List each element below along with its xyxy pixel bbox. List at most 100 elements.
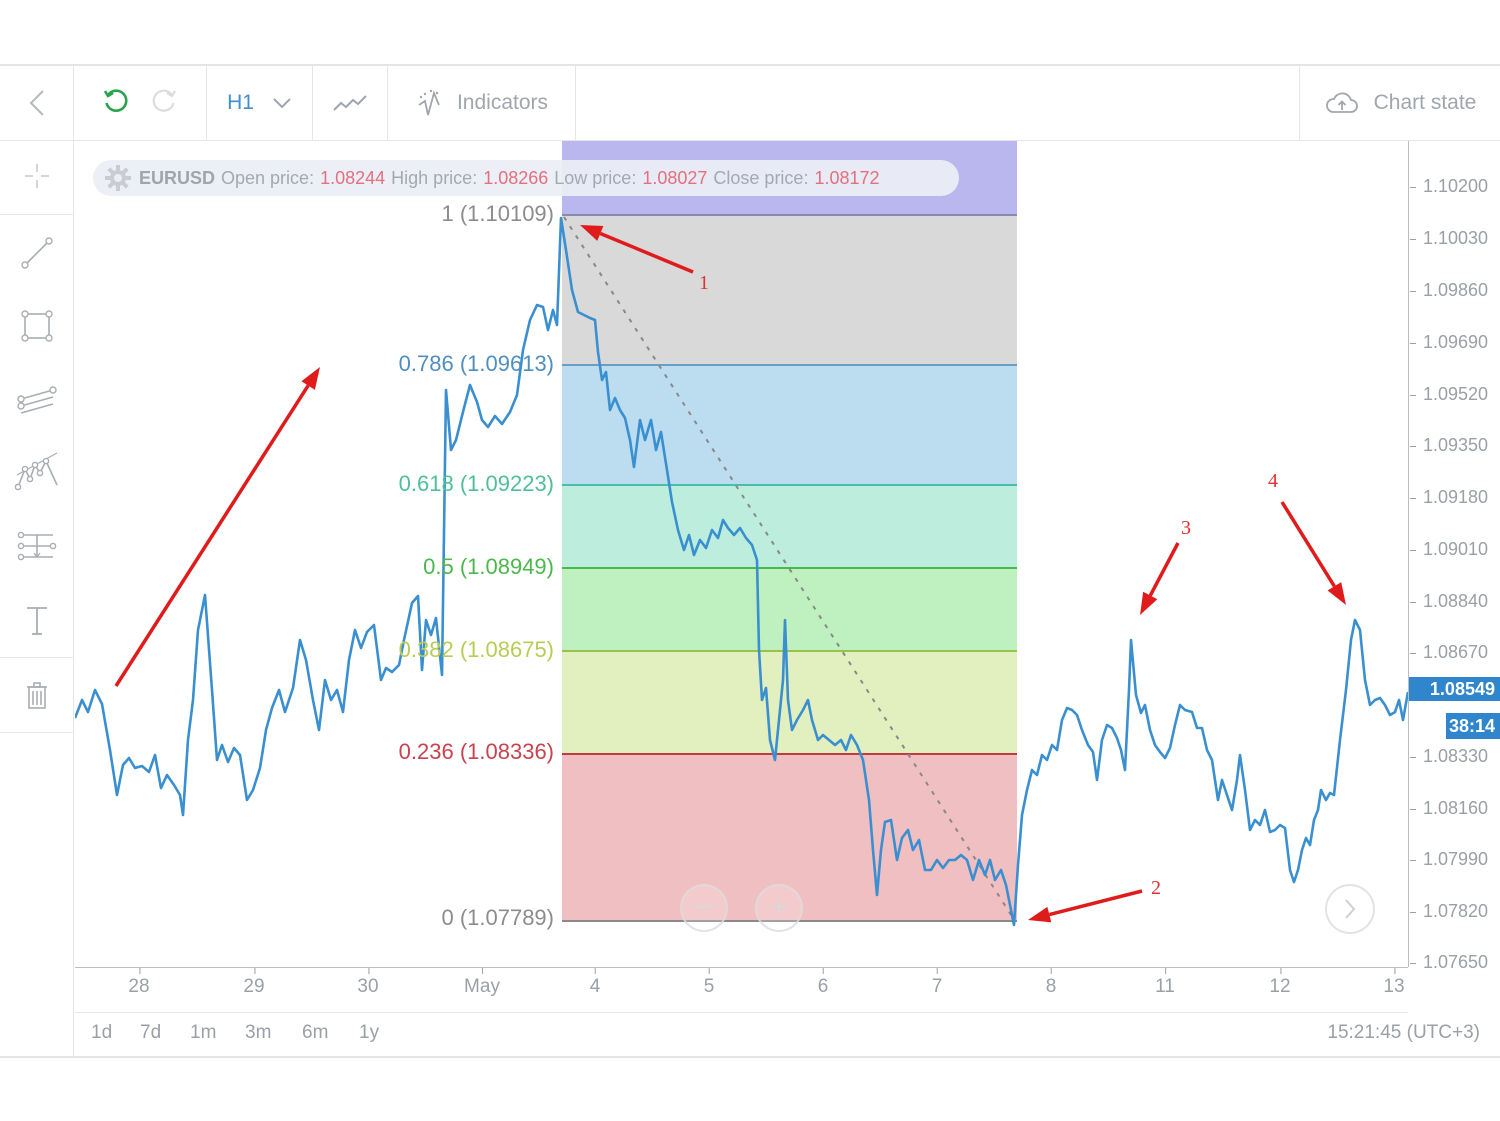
price-tick: 1.08160 xyxy=(1409,798,1489,818)
price-tick: 1.08330 xyxy=(1409,746,1489,766)
gear-icon[interactable] xyxy=(103,163,133,193)
parallel-channel-tool[interactable] xyxy=(0,369,73,429)
time-tick: 28 xyxy=(128,968,150,997)
indicators-icon xyxy=(418,89,440,116)
price-tick: 1.09520 xyxy=(1409,384,1489,404)
text-tool[interactable] xyxy=(0,591,73,651)
timeframe-select[interactable]: H1 xyxy=(207,66,313,140)
annotation-label-1: 1 xyxy=(699,272,709,294)
fib-zone xyxy=(562,365,1017,485)
price-tick: 1.09180 xyxy=(1409,487,1489,507)
price-chart-canvas[interactable] xyxy=(75,141,1408,967)
time-tick: 12 xyxy=(1269,968,1291,997)
top-toolbar: H1 Indicators Chart state xyxy=(0,66,1500,141)
range-button-1d[interactable]: 1d xyxy=(91,1022,113,1043)
crosshair-tool[interactable] xyxy=(0,146,73,206)
annotation-arrow-2-icon xyxy=(1028,889,1143,923)
price-axis[interactable]: 1.10200 1.10030 1.09860 1.09690 1.09520 1.093… xyxy=(1408,141,1500,972)
ohlc-info-bar: EURUSD Open price: 1.08244 High price: 1.0… xyxy=(93,160,959,196)
indicators-button[interactable]: Indicators xyxy=(388,66,576,140)
price-line[interactable] xyxy=(75,216,1408,927)
undo-button[interactable] xyxy=(101,86,131,121)
time-tick: May xyxy=(464,968,500,997)
parallel-channel-icon xyxy=(16,386,57,414)
plus-icon: + xyxy=(770,891,788,924)
chart-state-label: Chart state xyxy=(1373,91,1477,114)
time-axis[interactable]: 28 29 30 May 4 5 6 7 8 11 12 13 xyxy=(75,967,1408,1013)
time-tick: 4 xyxy=(589,968,601,997)
current-price-tag: 1.08549 xyxy=(1409,677,1500,701)
chevron-down-icon xyxy=(273,98,291,109)
chevron-right-icon xyxy=(1345,899,1356,919)
zoom-out-button[interactable]: − xyxy=(680,884,728,932)
undo-icon xyxy=(103,88,128,112)
text-icon xyxy=(26,607,47,635)
drawing-tools-sidebar xyxy=(0,141,74,1058)
annotation-arrow-1-icon xyxy=(580,225,694,274)
range-button-6m[interactable]: 6m xyxy=(302,1022,329,1043)
low-label: Low price: xyxy=(554,167,637,188)
chart-state-button[interactable]: Chart state xyxy=(1299,66,1500,140)
zoom-in-button[interactable]: + xyxy=(755,884,803,932)
time-tick: 30 xyxy=(357,968,379,997)
annotation-label-2: 2 xyxy=(1151,877,1161,899)
price-tick: 1.09860 xyxy=(1409,280,1489,300)
rectangle-tool[interactable] xyxy=(0,296,73,356)
redo-button[interactable] xyxy=(149,86,179,121)
rectangle-icon xyxy=(20,310,53,342)
fib-zone xyxy=(562,568,1017,651)
trend-line-tool[interactable] xyxy=(0,223,73,283)
chevron-left-icon xyxy=(29,90,44,116)
trend-line-icon xyxy=(20,237,53,269)
high-value: 1.08266 xyxy=(483,167,549,188)
fib-level-label: 0.382 (1.08675) xyxy=(398,637,554,662)
pattern-tool[interactable] xyxy=(0,441,73,501)
scroll-right-button[interactable] xyxy=(1325,884,1375,934)
delete-drawings-button[interactable] xyxy=(0,666,73,726)
pattern-icon xyxy=(14,452,58,491)
annotation-arrow-4-icon xyxy=(1280,501,1346,605)
fib-retracement-icon xyxy=(17,531,56,561)
price-tick: 1.08670 xyxy=(1409,642,1489,662)
fib-level-label: 0.618 (1.09223) xyxy=(398,471,554,496)
price-tick: 1.08840 xyxy=(1409,591,1489,611)
time-tick: 8 xyxy=(1045,968,1057,997)
sidebar-divider xyxy=(0,732,73,733)
sidebar-divider xyxy=(0,657,73,658)
price-tick: 1.10200 xyxy=(1409,176,1489,196)
sidebar-divider xyxy=(0,214,73,215)
price-tick: 1.07820 xyxy=(1409,901,1489,921)
fib-level-label: 1 (1.10109) xyxy=(441,201,554,226)
crosshair-icon xyxy=(24,164,49,188)
fib-level-label: 0 (1.07789) xyxy=(441,905,554,930)
price-tick: 1.09690 xyxy=(1409,332,1489,352)
fib-level-label: 0.786 (1.09613) xyxy=(398,351,554,376)
range-button-3m[interactable]: 3m xyxy=(245,1022,272,1043)
high-label: High price: xyxy=(391,167,478,188)
fib-level-label: 0.5 (1.08949) xyxy=(423,554,554,579)
candle-countdown-tag: 38:14 xyxy=(1446,713,1500,739)
cloud-upload-icon xyxy=(1325,92,1358,113)
annotation-arrow-3-icon xyxy=(1140,542,1180,615)
price-tick: 1.07990 xyxy=(1409,849,1489,869)
annotation-label-3: 3 xyxy=(1181,517,1191,539)
fib-zone xyxy=(562,215,1017,365)
chart-type-button[interactable] xyxy=(313,66,388,140)
range-button-7d[interactable]: 7d xyxy=(140,1022,162,1043)
range-bar: 1d 7d 1m 3m 6m 1y 15:21:45 (UTC+3) xyxy=(75,1011,1500,1058)
close-value: 1.08172 xyxy=(814,167,880,188)
time-tick: 13 xyxy=(1383,968,1405,997)
fib-retracement-tool[interactable] xyxy=(0,516,73,576)
undo-redo-group xyxy=(74,66,207,140)
range-button-1y[interactable]: 1y xyxy=(359,1022,380,1043)
annotation-label-4: 4 xyxy=(1268,470,1278,492)
time-tick: 7 xyxy=(931,968,943,997)
time-tick: 6 xyxy=(817,968,829,997)
range-button-1m[interactable]: 1m xyxy=(190,1022,217,1043)
time-tick: 29 xyxy=(243,968,265,997)
price-tick: 1.07650 xyxy=(1409,952,1489,972)
fib-trend-line[interactable] xyxy=(563,216,1016,922)
back-button[interactable] xyxy=(0,66,74,140)
price-tick: 1.09010 xyxy=(1409,539,1489,559)
low-value: 1.08027 xyxy=(642,167,708,188)
